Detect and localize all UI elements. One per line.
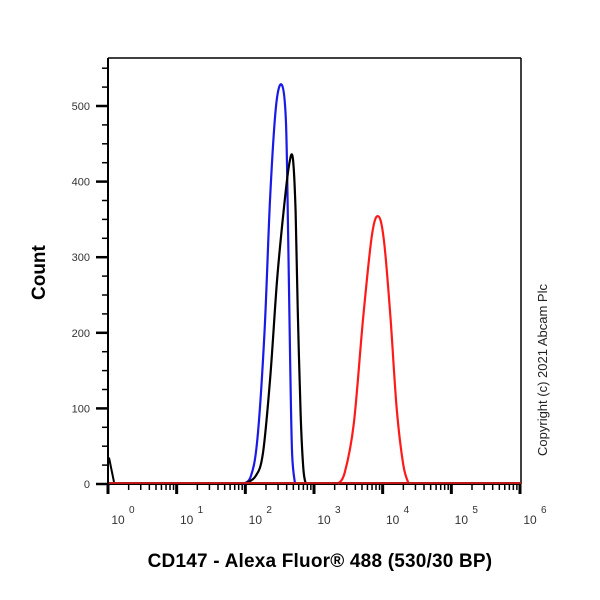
histogram-curves xyxy=(108,83,521,485)
x-tick-label: 10 xyxy=(317,513,331,527)
histogram-series xyxy=(241,83,297,485)
x-tick-exponent: 4 xyxy=(404,505,410,516)
y-tick-label: 500 xyxy=(72,101,90,113)
x-tick-label: 10 xyxy=(523,513,537,527)
x-tick-exponent: 2 xyxy=(266,505,272,516)
histogram-series xyxy=(243,153,307,485)
x-tick-label: 10 xyxy=(249,513,263,527)
y-tick-label: 0 xyxy=(84,479,90,491)
x-tick-exponent: 5 xyxy=(472,505,478,516)
x-tick-exponent: 0 xyxy=(129,505,135,516)
y-tick-label: 200 xyxy=(72,328,90,340)
x-tick-label: 10 xyxy=(455,513,469,527)
x-tick-exponent: 3 xyxy=(335,505,341,516)
plot-frame xyxy=(104,57,522,492)
x-axis-label: CD147 - Alexa Fluor® 488 (530/30 BP) xyxy=(147,551,493,572)
y-tick-label: 100 xyxy=(72,403,90,415)
y-tick-label: 300 xyxy=(72,252,90,264)
x-tick-label: 10 xyxy=(386,513,400,527)
y-axis: 0 100 200 300 400 500 xyxy=(72,67,108,491)
y-tick-label: 400 xyxy=(72,177,90,189)
y-axis-label: Count xyxy=(29,245,50,300)
x-tick-label: 10 xyxy=(111,513,125,527)
x-tick-exponent: 1 xyxy=(198,505,204,516)
histogram-series xyxy=(336,215,410,485)
copyright-notice: Copyright (c) 2021 Abcam Plc xyxy=(535,284,550,456)
x-tick-label: 10 xyxy=(180,513,194,527)
x-tick-exponent: 6 xyxy=(541,505,547,516)
